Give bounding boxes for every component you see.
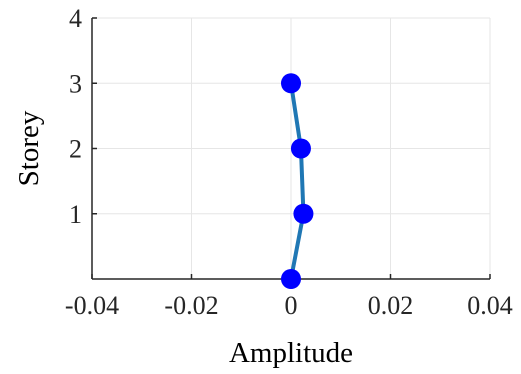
x-tick-label: 0	[285, 291, 298, 320]
y-tick-label: 1	[69, 200, 82, 229]
series	[281, 73, 314, 289]
x-tick-label: -0.04	[65, 291, 119, 320]
data-point	[290, 138, 311, 159]
data-point	[281, 73, 301, 94]
x-axis-label: Amplitude	[229, 337, 353, 369]
y-tick-label: 2	[69, 135, 82, 164]
data-point	[281, 269, 301, 289]
x-tick-label: -0.02	[164, 291, 218, 320]
x-tick-label: 0.04	[467, 291, 513, 320]
data-point	[293, 203, 314, 224]
y-tick-label: 4	[69, 4, 82, 33]
x-tick-label: 0.02	[368, 291, 414, 320]
y-axis-label: Storey	[13, 110, 45, 186]
y-tick-label: 3	[69, 69, 82, 98]
tick-labels: -0.04 -0.02 0 0.02 0.04 1 2 3 4	[65, 4, 513, 320]
series-line-0	[289, 81, 306, 281]
